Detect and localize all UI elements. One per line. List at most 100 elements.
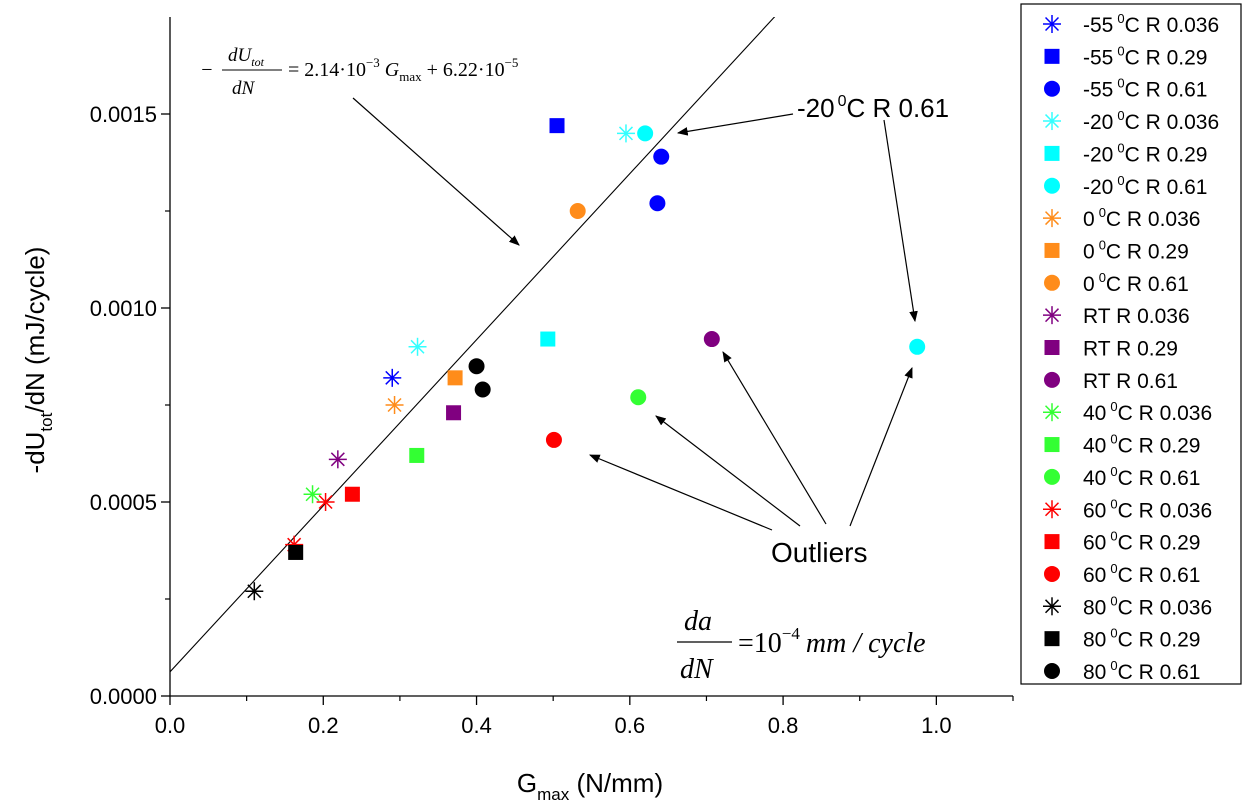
data-point-circle <box>545 431 562 448</box>
plot-axes: 0.0 0.2 0.4 0.6 0.8 1.0 0.00000.00050.00100.0… <box>90 17 1014 738</box>
annotation-arrows <box>352 97 918 531</box>
data-point-circle <box>474 381 491 398</box>
data-point-circle <box>569 203 586 219</box>
x-axis-title-rest: (N/mm) <box>569 768 663 798</box>
y-axis-title-sub: tot <box>37 412 56 431</box>
rate-denominator: dN <box>680 654 714 685</box>
legend-item: RT R 0.61 <box>1044 370 1178 393</box>
legend-item: 80 0C R 0.036 <box>1043 593 1212 619</box>
legend-marker-circle <box>1044 80 1060 97</box>
data-point-square <box>540 331 556 347</box>
legend-label: -55 0C R 0.036 <box>1083 11 1219 37</box>
y-tick-label: 0.0010 <box>90 296 157 321</box>
data-point-asterisk <box>245 582 264 601</box>
data-point-circle <box>637 125 654 142</box>
legend-items: -55 0C R 0.036 -55 0C R 0.29 -55 0C R 0.61 -20… <box>1043 11 1219 684</box>
legend-marker-circle <box>1044 565 1060 582</box>
data-point-circle <box>909 338 926 355</box>
equation-rhs-a: = 2.14·10 <box>288 59 366 81</box>
x-tick-label: 0.6 <box>615 713 646 738</box>
legend-marker-asterisk <box>1043 597 1061 616</box>
equation-g: G <box>385 59 400 81</box>
outlier-arrow-60-061 <box>589 454 773 531</box>
legend-item: -55 0C R 0.61 <box>1044 76 1207 102</box>
callout-arrow-right <box>883 119 918 323</box>
legend-label: 0 0C R 0.29 <box>1083 237 1189 263</box>
x-tick-label: 0.8 <box>768 713 799 738</box>
legend-label: 60 0C R 0.29 <box>1083 529 1200 555</box>
data-point-asterisk <box>383 368 402 387</box>
data-point-circle <box>649 195 666 212</box>
data-point-square <box>446 405 462 421</box>
legend-item: 0 0C R 0.036 <box>1043 205 1200 231</box>
data-point-circle <box>630 389 647 406</box>
data-point-square <box>409 447 425 463</box>
legend-label: RT R 0.29 <box>1083 338 1178 361</box>
legend-item: 0 0C R 0.29 <box>1044 237 1189 263</box>
equation-rhs-b: + 6.22·10 <box>427 59 505 81</box>
data-point-square <box>344 486 360 502</box>
legend-marker-square <box>1044 145 1060 161</box>
equation-g-sub: max <box>399 69 422 84</box>
data-points <box>245 118 926 601</box>
legend-item: 40 0C R 0.61 <box>1044 464 1200 490</box>
legend-marker-square <box>1044 631 1060 647</box>
data-point-asterisk <box>616 124 635 143</box>
outlier-arrow-rt-061 <box>722 351 827 525</box>
data-point-square <box>447 370 463 386</box>
data-point-circle <box>703 331 720 348</box>
legend-label: -55 0C R 0.29 <box>1083 43 1207 69</box>
legend-label: -20 0C R 0.036 <box>1083 108 1219 134</box>
legend-label: 80 0C R 0.61 <box>1083 658 1200 684</box>
fit-line-group <box>170 17 776 673</box>
data-point-asterisk <box>328 450 347 469</box>
data-point-circle <box>653 148 670 165</box>
legend-label: -20 0C R 0.29 <box>1083 140 1207 166</box>
legend-marker-circle <box>1044 468 1060 485</box>
legend-marker-circle <box>1044 663 1060 679</box>
data-point-square <box>288 544 304 560</box>
equation-rhs: = 2.14·10−3 Gmax + 6.22·10−5 <box>288 55 518 84</box>
x-tick-label: 1.0 <box>921 713 952 738</box>
legend-item: 40 0C R 0.036 <box>1043 399 1212 425</box>
fit-equation: − dUtot dN = 2.14·10−3 Gmax + 6.22·10−5 <box>200 45 518 99</box>
legend-label: 60 0C R 0.036 <box>1083 496 1212 522</box>
data-point-circle <box>468 358 485 375</box>
outlier-arrow-m20-061 <box>849 366 913 527</box>
legend-item: 60 0C R 0.29 <box>1044 529 1200 555</box>
legend-item: 80 0C R 0.61 <box>1044 658 1200 684</box>
legend-item: -20 0C R 0.61 <box>1044 173 1207 199</box>
equation-num-sub: tot <box>251 55 264 69</box>
legend-item: 60 0C R 0.61 <box>1044 561 1200 587</box>
rate-annotation: da dN =10−4 mm / cycle <box>677 606 926 685</box>
legend-item: -20 0C R 0.036 <box>1043 108 1219 134</box>
legend-label: 40 0C R 0.036 <box>1083 399 1212 425</box>
legend-label: 60 0C R 0.61 <box>1083 561 1200 587</box>
legend-item: -55 0C R 0.036 <box>1043 11 1219 37</box>
legend-item: -55 0C R 0.29 <box>1044 43 1207 69</box>
legend-marker-square <box>1044 340 1060 355</box>
legend-label: 40 0C R 0.61 <box>1083 464 1200 490</box>
fit-line <box>170 17 776 673</box>
x-tick-label: 0.2 <box>308 713 339 738</box>
legend: -55 0C R 0.036 -55 0C R 0.29 -55 0C R 0.61 -20… <box>1020 3 1242 685</box>
legend-marker-asterisk <box>1043 209 1061 228</box>
y-tick-label: 0.0000 <box>90 684 157 709</box>
callout-temp: -20 <box>797 93 835 123</box>
x-axis-ticks: 0.0 0.2 0.4 0.6 0.8 1.0 <box>155 696 1014 738</box>
callout-arrow-left <box>676 113 794 136</box>
legend-marker-square <box>1044 242 1060 258</box>
x-axis-title-sub: max <box>537 785 570 804</box>
x-tick-label: 0.0 <box>155 713 186 738</box>
legend-item: 0 0C R 0.61 <box>1044 270 1189 296</box>
legend-marker-square <box>1044 48 1060 64</box>
legend-marker-asterisk <box>1043 306 1061 325</box>
legend-item: RT R 0.29 <box>1044 338 1178 361</box>
legend-marker-asterisk <box>1043 112 1061 131</box>
equation-exp-b: −5 <box>505 55 519 70</box>
data-point-square <box>549 118 565 134</box>
legend-marker-square <box>1044 437 1060 453</box>
legend-label: 80 0C R 0.036 <box>1083 593 1212 619</box>
legend-label: 80 0C R 0.29 <box>1083 626 1200 652</box>
rate-exp: −4 <box>782 624 801 643</box>
